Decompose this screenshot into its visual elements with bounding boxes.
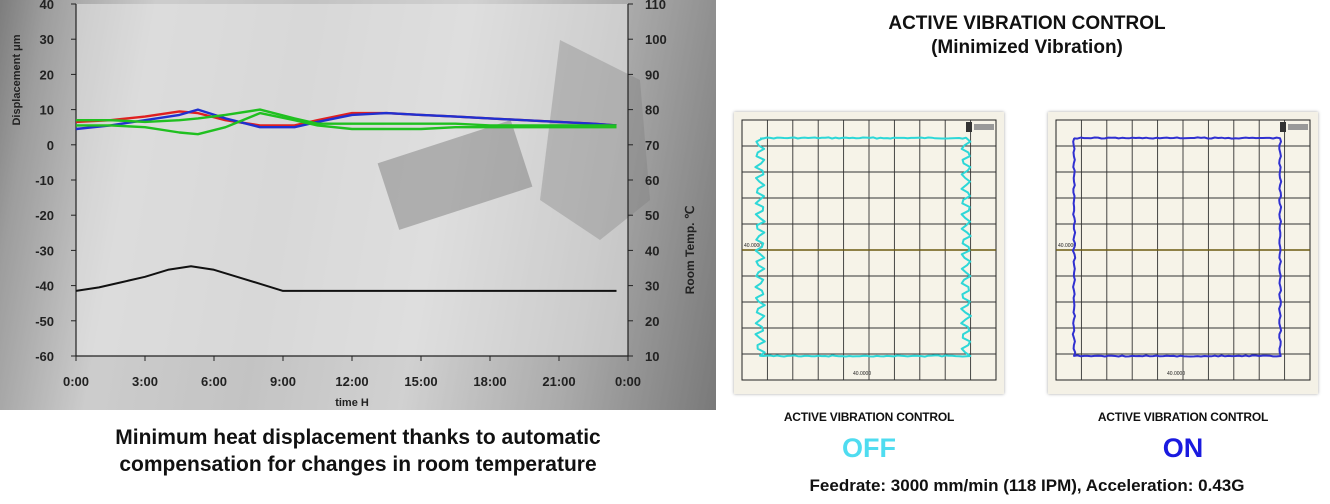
x-tick-label: 18:00 xyxy=(473,374,506,389)
y-left-tick-label: -60 xyxy=(35,349,54,364)
caption-line-2: compensation for changes in room tempera… xyxy=(119,453,597,476)
scope-on-label: ACTIVE VIBRATION CONTROL xyxy=(1097,410,1269,424)
vibration-title-block: ACTIVE VIBRATION CONTROL (Minimized Vibr… xyxy=(724,12,1330,60)
state-on-text: ON xyxy=(1162,433,1204,463)
y-right-tick-label: 80 xyxy=(645,103,659,118)
x-tick-label: 0:00 xyxy=(63,374,89,389)
scope-trace xyxy=(754,136,972,358)
y-left-tick-label: -30 xyxy=(35,243,54,258)
y-right-tick-label: 110 xyxy=(645,0,666,12)
y-left-axis-label: Displacement μm xyxy=(11,34,23,125)
scope-axis-label-bottom: 40.0000 xyxy=(853,371,871,377)
scope-legend-mark xyxy=(966,122,972,132)
y-right-tick-label: 100 xyxy=(645,32,667,47)
series-line-1 xyxy=(75,108,617,131)
x-tick-label: 0:00 xyxy=(615,374,641,389)
thermal-displacement-chart: 403020100-10-20-30-40-50-601101009080706… xyxy=(0,0,716,410)
y-right-axis-label: Room Temp. ℃ xyxy=(683,206,697,295)
scope-axis-label-left: 40.0000 xyxy=(744,243,762,249)
series-line-4 xyxy=(75,265,617,292)
vibration-comparison-panel: ACTIVE VIBRATION CONTROL (Minimized Vibr… xyxy=(724,0,1330,504)
y-left-tick-label: -20 xyxy=(35,208,54,223)
x-tick-label: 15:00 xyxy=(404,374,437,389)
y-right-tick-label: 50 xyxy=(645,208,659,223)
series-line-2 xyxy=(76,111,617,136)
y-left-tick-label: 40 xyxy=(40,0,54,12)
y-left-tick-label: -50 xyxy=(35,314,54,329)
y-right-tick-label: 20 xyxy=(645,314,659,329)
y-right-tick-label: 70 xyxy=(645,138,659,153)
x-tick-label: 6:00 xyxy=(201,374,227,389)
scope-on-plot: 40.0000 40.0000 xyxy=(1055,119,1311,381)
x-tick-label: 3:00 xyxy=(132,374,158,389)
y-right-tick-label: 40 xyxy=(645,243,659,258)
x-axis-label: time H xyxy=(335,397,369,409)
scope-axis-label-bottom: 40.0000 xyxy=(1167,371,1185,377)
scope-off-photo: 40.0000 40.0000 xyxy=(734,112,1004,394)
x-tick-label: 9:00 xyxy=(270,374,296,389)
thermal-displacement-chart-panel: 40 30 20 10 0 -10 -20 -30 -40 -50 -60 110 100 90 80 70 6… xyxy=(0,0,716,410)
scope-on-photo: 40.0000 40.0000 xyxy=(1048,112,1318,394)
scope-off-plot: 40.0000 40.0000 xyxy=(741,119,997,381)
y-left-tick-label: -10 xyxy=(35,173,54,188)
feedrate-footer: Feedrate: 3000 mm/min (118 IPM), Acceler… xyxy=(809,476,1245,495)
spindle-silhouette xyxy=(377,120,533,230)
scope-legend-text xyxy=(1288,124,1308,130)
plot-area xyxy=(76,4,628,356)
scope-legend-text xyxy=(974,124,994,130)
vibration-title: ACTIVE VIBRATION CONTROL xyxy=(888,13,1166,34)
y-left-tick-label: -40 xyxy=(35,279,54,294)
machine-silhouette xyxy=(540,40,650,240)
y-left-tick-label: 0 xyxy=(47,138,54,153)
y-right-tick-label: 30 xyxy=(645,279,659,294)
x-tick-label: 12:00 xyxy=(335,374,368,389)
scope-axis-label-left: 40.0000 xyxy=(1058,243,1076,249)
left-caption: Minimum heat displacement thanks to auto… xyxy=(0,424,716,478)
y-left-tick-label: 10 xyxy=(40,103,54,118)
x-tick-label: 21:00 xyxy=(542,374,575,389)
series-line-3 xyxy=(76,108,617,127)
y-left-tick-label: 30 xyxy=(40,32,54,47)
scope-legend-mark xyxy=(1280,122,1286,132)
scope-off-label: ACTIVE VIBRATION CONTROL xyxy=(783,410,955,424)
y-left-tick-label: 20 xyxy=(40,67,54,82)
scope-trace xyxy=(1071,136,1283,358)
y-right-tick-label: 90 xyxy=(645,67,659,82)
state-off-text: OFF xyxy=(842,433,896,463)
y-right-tick-label: 60 xyxy=(645,173,659,188)
caption-line-1: Minimum heat displacement thanks to auto… xyxy=(115,426,601,449)
y-right-tick-label: 10 xyxy=(645,349,659,364)
vibration-subtitle: (Minimized Vibration) xyxy=(931,37,1123,58)
